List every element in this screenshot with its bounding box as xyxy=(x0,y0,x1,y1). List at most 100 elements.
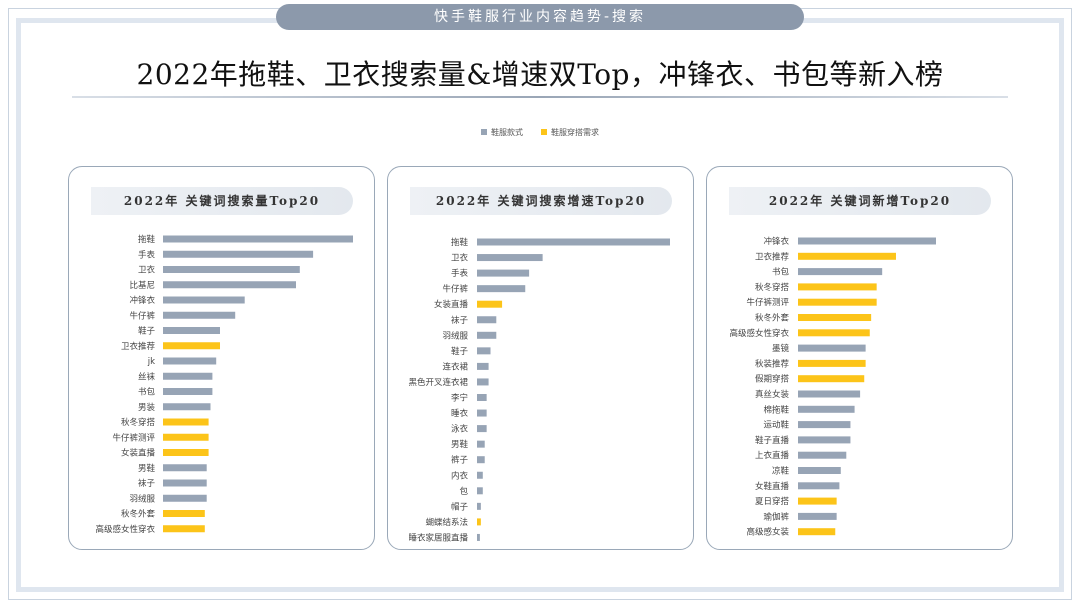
category-label: 棉拖鞋 xyxy=(763,404,789,415)
category-label: 睡衣家居服直播 xyxy=(408,532,468,543)
category-label: 女装直播 xyxy=(121,448,156,459)
category-label: 卫衣推荐 xyxy=(121,341,156,352)
category-label: 连衣裙 xyxy=(442,361,468,372)
category-label: 李宁 xyxy=(451,393,468,404)
category-label: 运动鞋 xyxy=(763,420,789,431)
bar xyxy=(163,281,296,289)
bar xyxy=(477,487,483,495)
category-label: 冲锋衣 xyxy=(763,236,789,247)
category-label: 瑜伽裤 xyxy=(763,511,789,522)
bar xyxy=(798,451,847,459)
category-label: 秋冬穿搭 xyxy=(755,282,790,293)
bar xyxy=(163,464,207,472)
bar xyxy=(477,502,481,510)
bar xyxy=(477,425,487,433)
legend-swatch-style xyxy=(481,129,487,135)
page-title: 2022年拖鞋、卫衣搜索量&增速双Top，冲锋衣、书包等新入榜 xyxy=(136,58,944,91)
bar xyxy=(163,449,209,456)
title-divider xyxy=(72,96,1008,98)
category-label: 羽绒服 xyxy=(442,330,468,341)
bar xyxy=(477,440,485,448)
category-label: 女鞋直播 xyxy=(755,481,790,492)
bar xyxy=(163,266,300,273)
category-label: 丝袜 xyxy=(138,371,156,382)
category-label: 秋冬外套 xyxy=(755,313,790,324)
category-label: 睡衣 xyxy=(451,408,469,419)
category-label: 鞋子直播 xyxy=(755,435,790,446)
bar xyxy=(163,525,205,533)
category-label: 男鞋 xyxy=(451,439,469,450)
bar xyxy=(798,252,896,260)
category-label: 冲锋衣 xyxy=(129,295,155,306)
chart-legend: 鞋服款式 鞋服穿搭需求 xyxy=(0,126,1080,138)
category-label: 袜子 xyxy=(451,315,469,326)
bar xyxy=(798,467,841,474)
category-label: 秋冬外套 xyxy=(121,509,156,520)
category-label: 包 xyxy=(459,486,468,497)
category-label: 高级感女性穿衣 xyxy=(729,328,789,339)
legend-swatch-demand xyxy=(541,129,547,135)
bar xyxy=(163,311,236,319)
bar xyxy=(163,403,211,411)
bar xyxy=(163,433,209,441)
bar xyxy=(477,285,526,293)
category-label: 黑色开叉连衣裙 xyxy=(408,377,468,388)
bar xyxy=(163,388,213,395)
bar xyxy=(798,497,837,505)
bar xyxy=(798,344,866,352)
bar xyxy=(798,512,837,520)
bar xyxy=(477,456,485,464)
category-label: 秋冬穿搭 xyxy=(121,417,156,428)
bar xyxy=(477,362,489,370)
category-label: 书包 xyxy=(772,267,790,278)
category-label: 鞋子 xyxy=(451,346,469,357)
category-label: 凉鞋 xyxy=(772,466,790,477)
legend-item-style: 鞋服款式 xyxy=(481,126,523,138)
bar xyxy=(477,238,670,246)
category-label: 裤子 xyxy=(451,455,469,466)
category-label: 牛仔裤测评 xyxy=(746,297,789,308)
category-label: 泳衣 xyxy=(451,424,469,435)
section-banner: 快手鞋服行业内容趋势-搜索 xyxy=(276,4,804,30)
category-label: 帽子 xyxy=(451,501,469,512)
legend-label-style: 鞋服款式 xyxy=(491,127,523,137)
category-label: 拖鞋 xyxy=(451,237,469,248)
category-label: 真丝女装 xyxy=(755,389,790,400)
category-label: 比基尼 xyxy=(129,280,155,291)
bar xyxy=(798,528,836,536)
category-label: 手表 xyxy=(138,249,156,260)
bar xyxy=(477,378,489,386)
bar xyxy=(798,329,870,337)
bar xyxy=(477,269,530,277)
category-label: 羽绒服 xyxy=(129,493,155,504)
category-label: 卫衣推荐 xyxy=(755,251,790,262)
category-label: 牛仔裤测评 xyxy=(112,432,155,443)
bar xyxy=(163,479,207,487)
category-label: 高级感女性穿衣 xyxy=(95,524,155,535)
bar xyxy=(798,436,851,444)
bar xyxy=(798,375,865,383)
bar xyxy=(163,510,205,517)
bar xyxy=(798,268,883,276)
bar xyxy=(163,357,217,365)
category-label: 男鞋 xyxy=(138,463,156,474)
bar xyxy=(477,347,491,355)
category-label: 上衣直播 xyxy=(755,450,790,461)
bar xyxy=(163,418,209,426)
bar xyxy=(163,235,353,243)
bar xyxy=(477,300,503,308)
bar xyxy=(798,298,877,306)
chart-title: 2022年 关键词搜索量Top20 xyxy=(91,187,353,215)
bar xyxy=(798,482,840,490)
category-label: 鞋子 xyxy=(138,326,156,337)
bar xyxy=(798,405,855,413)
category-label: jk xyxy=(147,357,155,367)
bar xyxy=(798,314,872,321)
category-label: 内衣 xyxy=(451,470,469,481)
bar xyxy=(163,342,220,350)
bar xyxy=(477,409,487,417)
category-label: 牛仔裤 xyxy=(129,310,155,321)
chart-panel-search-volume: 2022年 关键词搜索量Top20 拖鞋 手表 卫衣 比基尼 冲锋衣 牛仔裤 鞋子 卫衣推荐 j… xyxy=(68,166,375,550)
chart-panel-new-entries: 2022年 关键词新增Top20 冲锋衣 卫衣推荐 书包 秋冬穿搭 牛仔裤测评 秋冬外套高… xyxy=(706,166,1013,550)
